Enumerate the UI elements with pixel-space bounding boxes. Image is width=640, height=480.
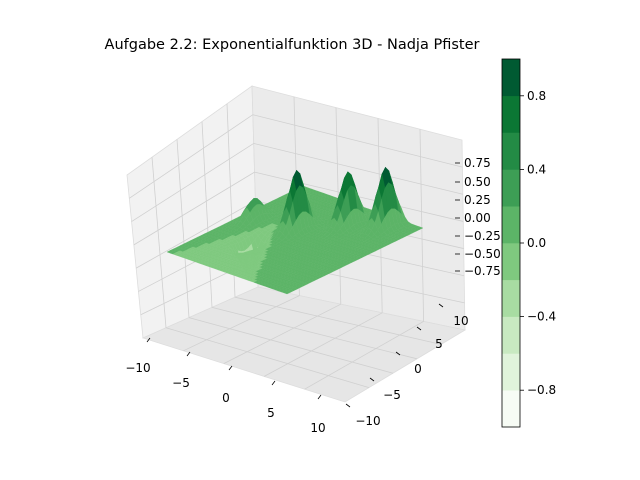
- x-tick-label: −5: [172, 376, 190, 390]
- colorbar-tick-label: 0.0: [527, 236, 546, 250]
- y-tick-mark: [416, 326, 422, 331]
- z-axis: −0.75 −0.50 −0.25 0.00 0.25 0.50 0.75: [455, 156, 501, 278]
- left-pane-grid-line: [129, 114, 254, 199]
- right-pane-grid-line: [253, 143, 463, 195]
- colorbar-band: [502, 59, 520, 97]
- x-tick-mark: [146, 337, 151, 343]
- z-tick-label: 0.75: [464, 156, 491, 170]
- x-tick-mark: [271, 380, 276, 386]
- colorbar-tick-label: −0.8: [527, 383, 556, 397]
- floor-grid-line: [304, 321, 424, 390]
- x-tick-mark: [186, 351, 191, 357]
- z-tick-label: 0.50: [464, 175, 491, 189]
- colorbar-tick-label: 0.4: [527, 162, 546, 176]
- colorbar-tick-label: 0.8: [527, 89, 546, 103]
- y-tick-label: −5: [383, 388, 401, 402]
- left-pane-grid-line: [201, 121, 213, 308]
- x-tick-label: 10: [310, 421, 325, 435]
- z-tick-label: −0.25: [464, 229, 501, 243]
- x-tick-mark: [317, 394, 322, 400]
- chart-title: Aufgabe 2.2: Exponentialfunktion 3D - Na…: [105, 37, 480, 53]
- left-pane-grid-line: [176, 139, 190, 318]
- colorbar-tick-label: −0.4: [527, 310, 556, 324]
- surface-patch: [283, 291, 291, 295]
- floor-grid-line: [183, 295, 300, 352]
- right-pane-grid-line: [252, 114, 463, 168]
- x-tick-label: 5: [267, 406, 275, 420]
- y-tick-mark: [395, 351, 401, 356]
- colorbar-band: [502, 95, 520, 133]
- z-tick-label: 0.25: [464, 193, 491, 207]
- x-tick-label: −10: [125, 361, 150, 375]
- left-pane-grid-line: [135, 200, 256, 269]
- left-pane-grid-line: [151, 157, 167, 328]
- x-axis: −10 −5 0 5 10: [125, 337, 326, 435]
- colorbar-band: [502, 279, 520, 317]
- right-pane-grid-line: [419, 129, 424, 322]
- y-tick-label: 10: [453, 314, 468, 328]
- floor-grid-line: [165, 327, 370, 388]
- floor-grid-line: [264, 312, 383, 377]
- z-tick-label: 0.00: [464, 211, 491, 225]
- colorbar-band: [502, 316, 520, 354]
- floor-pane: [141, 286, 467, 403]
- y-tick-label: −10: [355, 414, 380, 428]
- floor-grid-line: [223, 303, 341, 364]
- colorbar-band: [502, 132, 520, 170]
- surface-plot: [166, 166, 424, 295]
- colorbar-band: [502, 243, 520, 281]
- colorbar-band: [502, 206, 520, 244]
- colorbar-band: [502, 390, 520, 428]
- y-axis: −10−5 05 10: [345, 303, 469, 428]
- colorbar: −0.8 −0.4 0.0 0.4 0.8: [501, 58, 556, 428]
- colorbar-band: [502, 353, 520, 391]
- left-pane-grid-line: [131, 143, 254, 222]
- floor-grid-line: [211, 307, 418, 360]
- y-tick-mark: [369, 377, 375, 382]
- x-tick-label: 0: [222, 391, 230, 405]
- z-tick-label: −0.75: [464, 264, 501, 278]
- left-pane-grid-line: [133, 171, 255, 246]
- x-tick-mark: [228, 365, 233, 371]
- floor-grid-line: [188, 317, 394, 374]
- y-tick-label: 0: [414, 362, 422, 376]
- z-tick-label: −0.50: [464, 247, 501, 261]
- colorbar-band: [502, 169, 520, 207]
- y-tick-label: 5: [435, 337, 443, 351]
- y-tick-mark: [345, 403, 351, 408]
- floor-grid-line: [234, 296, 442, 345]
- y-tick-mark: [438, 303, 444, 308]
